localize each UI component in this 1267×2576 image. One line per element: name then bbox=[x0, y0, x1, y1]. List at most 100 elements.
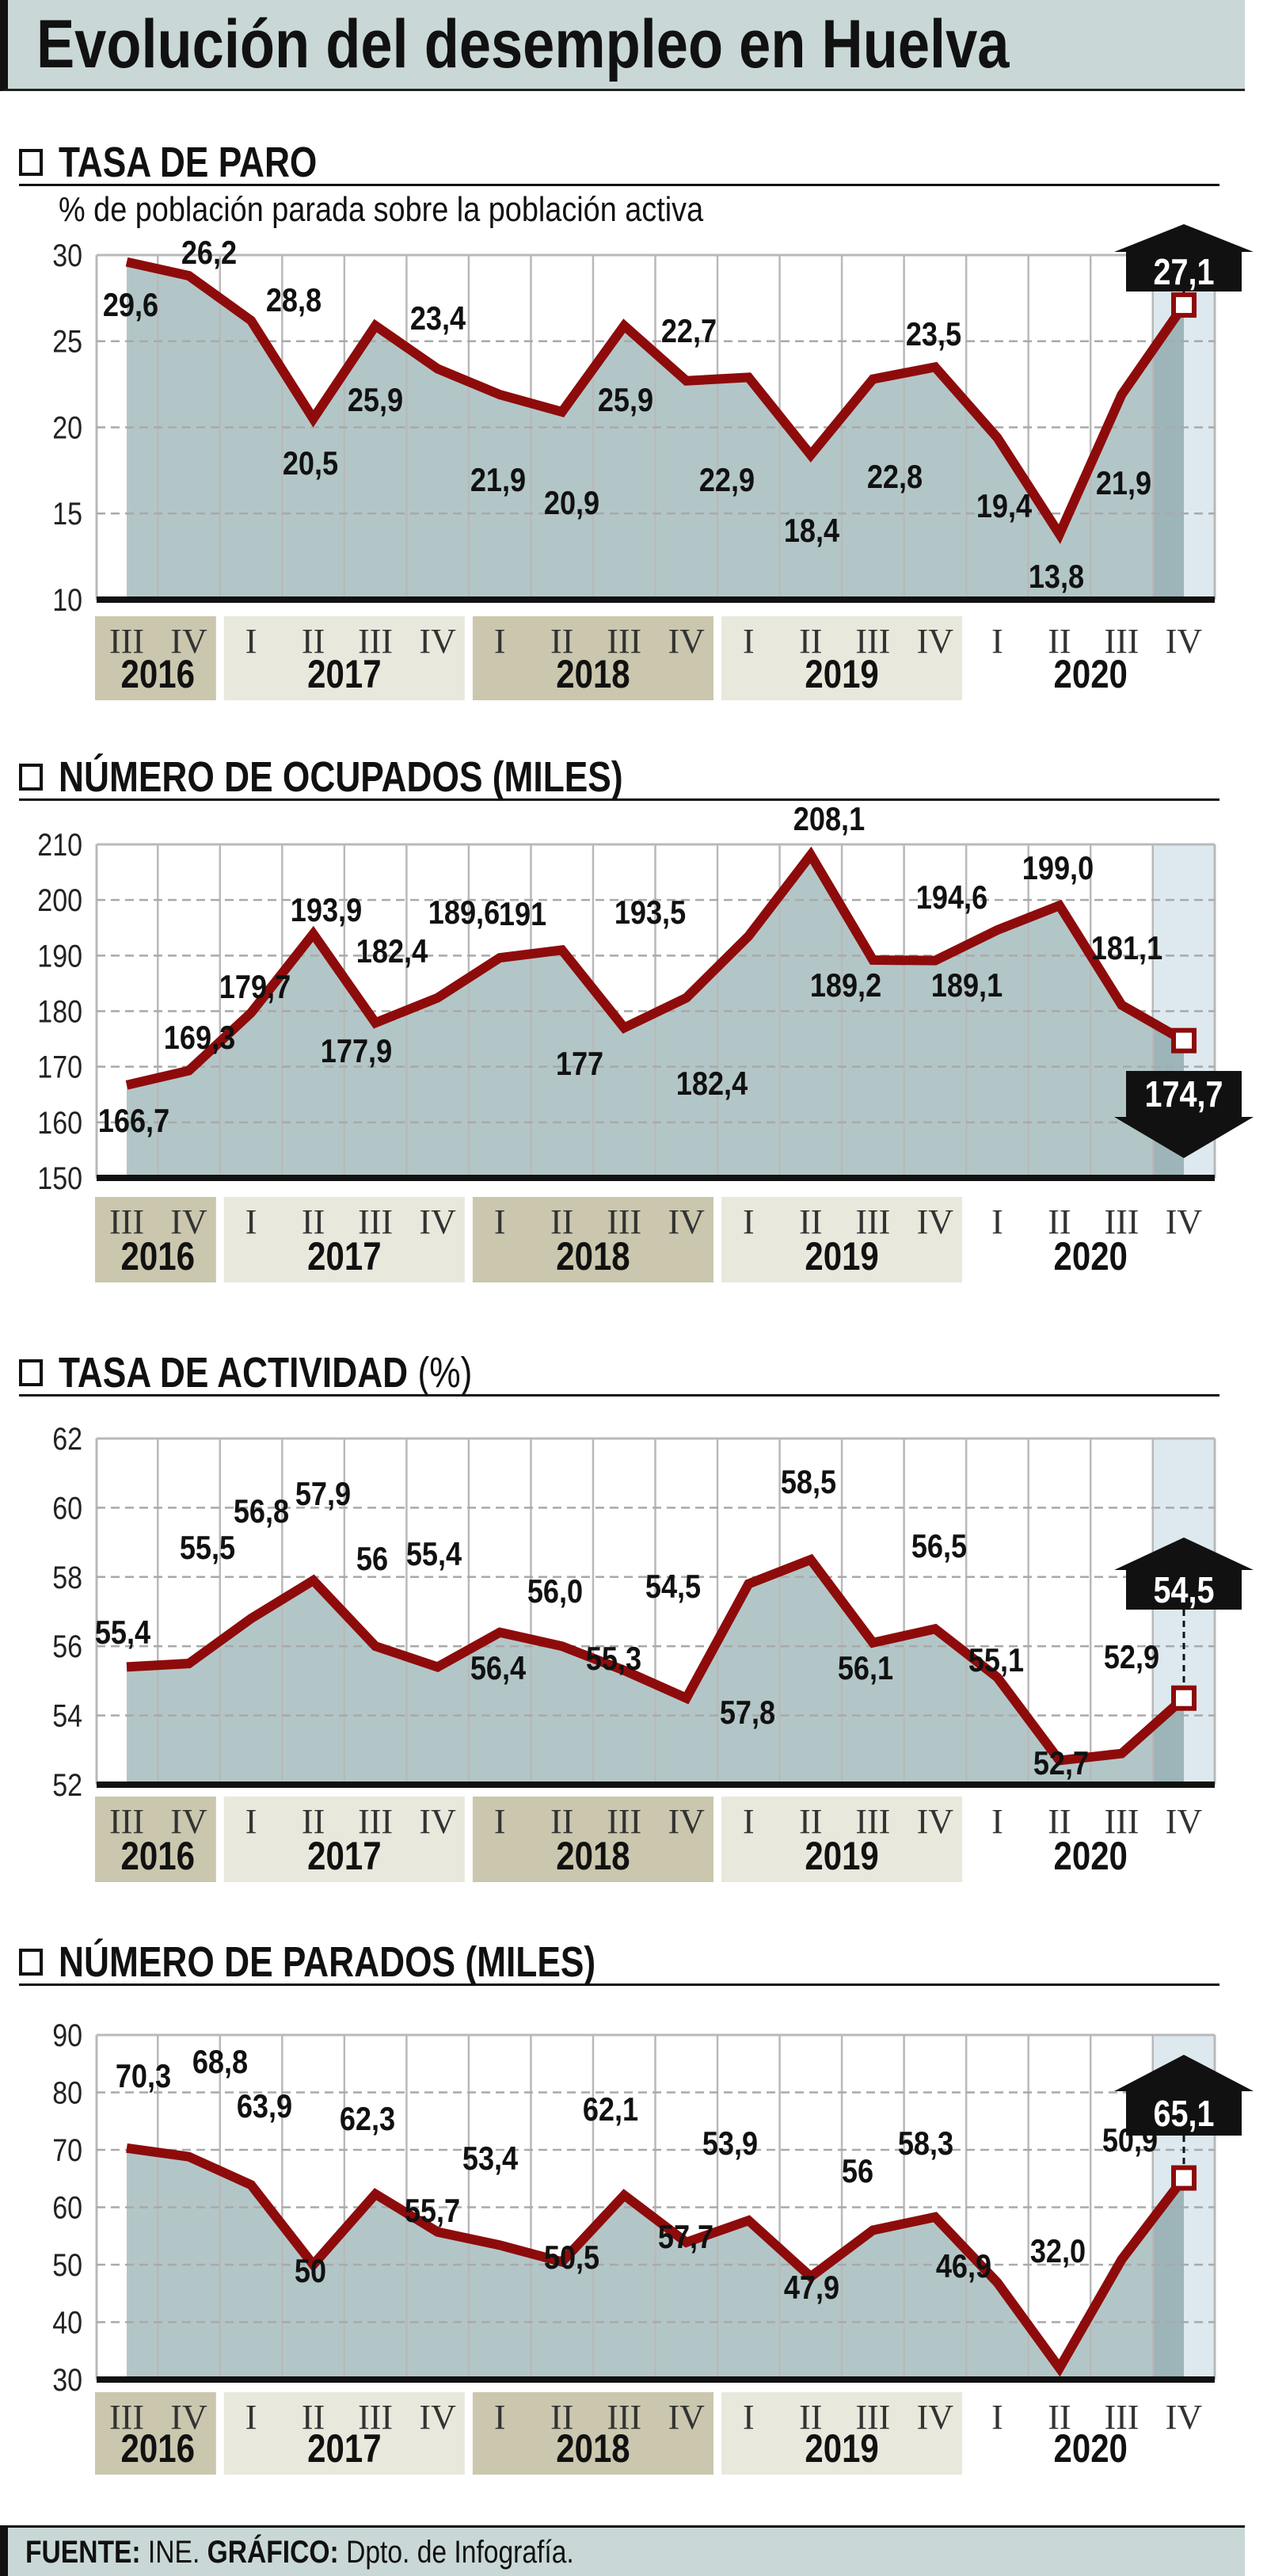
quarter-label: III bbox=[358, 1202, 393, 1241]
quarter-label: I bbox=[494, 1802, 506, 1841]
data-label: 52,9 bbox=[1104, 1640, 1159, 1676]
quarter-label: IV bbox=[1166, 622, 1203, 661]
square-icon bbox=[19, 149, 43, 176]
arrow-up-icon bbox=[1114, 2055, 1254, 2091]
quarter-label: III bbox=[109, 1202, 144, 1241]
data-label: 56,5 bbox=[911, 1529, 967, 1565]
data-label: 199,0 bbox=[1022, 851, 1094, 887]
data-label: 193,9 bbox=[291, 893, 362, 929]
year-label: 2019 bbox=[805, 652, 878, 696]
data-label: 70,3 bbox=[116, 2059, 171, 2095]
quarter-label: II bbox=[550, 1802, 573, 1841]
callout-box bbox=[1126, 2090, 1242, 2136]
y-tick-label: 50 bbox=[52, 2246, 82, 2282]
quarter-label: III bbox=[109, 1802, 144, 1841]
data-label: 55,4 bbox=[95, 1615, 150, 1652]
y-tick-label: 70 bbox=[52, 2132, 82, 2167]
last-point-marker bbox=[1171, 1685, 1197, 1711]
year-label: 2018 bbox=[556, 2426, 630, 2471]
data-label: 29,6 bbox=[103, 288, 158, 324]
year-label: 2018 bbox=[556, 652, 630, 696]
y-tick-label: 200 bbox=[37, 882, 82, 918]
y-tick-label: 40 bbox=[52, 2304, 82, 2340]
data-label: 23,4 bbox=[410, 301, 466, 337]
y-tick-label: 62 bbox=[52, 1420, 82, 1456]
quarter-label: IV bbox=[668, 2398, 706, 2437]
graphic-label: GRÁFICO: bbox=[207, 2535, 339, 2570]
quarter-label: II bbox=[799, 622, 822, 661]
quarter-label: IV bbox=[419, 1802, 456, 1841]
y-tick-label: 25 bbox=[52, 323, 82, 359]
quarter-label: II bbox=[799, 1802, 822, 1841]
year-band bbox=[95, 2392, 216, 2475]
quarter-label: IV bbox=[668, 622, 706, 661]
y-tick-label: 60 bbox=[52, 1490, 82, 1526]
quarter-label: III bbox=[358, 1802, 393, 1841]
chart-4: 30 40 50 60 70 80 90 70,3 68,8 63,9 50 62,3 55,753,4… bbox=[52, 2017, 1254, 2475]
series-line bbox=[125, 257, 1188, 544]
year-label: 2018 bbox=[556, 1234, 630, 1278]
quarter-label: I bbox=[743, 2398, 755, 2437]
data-label: 21,9 bbox=[1096, 466, 1151, 502]
callout-value: 54,5 bbox=[1154, 1570, 1215, 1610]
arrow-down-icon bbox=[1114, 1117, 1254, 1158]
data-label: 181,1 bbox=[1091, 931, 1162, 967]
series-line bbox=[126, 2143, 1188, 2377]
year-band bbox=[472, 1197, 714, 1282]
square-icon bbox=[19, 764, 43, 791]
section-header-tasa-paro: TASA DE PARO bbox=[19, 139, 1219, 186]
section-title: TASA DE PARO bbox=[59, 139, 318, 186]
year-label: 2016 bbox=[121, 2426, 195, 2471]
quarter-label: III bbox=[855, 1202, 890, 1241]
quarter-label: IV bbox=[668, 1802, 706, 1841]
data-label: 26,2 bbox=[181, 235, 237, 272]
data-label: 47,9 bbox=[784, 2270, 839, 2307]
data-label: 58,5 bbox=[781, 1465, 836, 1501]
data-label: 55,5 bbox=[180, 1530, 235, 1567]
year-label: 2016 bbox=[121, 1234, 195, 1278]
quarter-label: I bbox=[245, 2398, 257, 2437]
year-band bbox=[472, 1797, 714, 1882]
quarter-label: IV bbox=[668, 1202, 706, 1241]
data-label: 55,7 bbox=[405, 2193, 460, 2230]
data-label: 19,4 bbox=[976, 489, 1032, 525]
quarter-label: III bbox=[855, 622, 890, 661]
data-label: 62,1 bbox=[583, 2092, 638, 2128]
data-label: 20,9 bbox=[544, 486, 599, 522]
data-label: 57,7 bbox=[658, 2220, 713, 2256]
quarter-label: II bbox=[302, 622, 325, 661]
data-label: 25,9 bbox=[598, 383, 653, 419]
year-band bbox=[223, 1197, 465, 1282]
data-label: 177 bbox=[556, 1046, 603, 1083]
data-label: 166,7 bbox=[98, 1103, 169, 1140]
y-tick-label: 60 bbox=[52, 2189, 82, 2225]
quarter-label: I bbox=[494, 622, 506, 661]
data-label: 63,9 bbox=[237, 2089, 292, 2125]
year-band bbox=[721, 616, 963, 700]
source-value: INE. bbox=[140, 2535, 207, 2570]
quarter-label: I bbox=[743, 1802, 755, 1841]
year-label: 2019 bbox=[805, 2426, 878, 2471]
title-bar: Evolución del desempleo en Huelva bbox=[0, 0, 1245, 91]
callout-value: 174,7 bbox=[1145, 1074, 1223, 1115]
data-label: 52,7 bbox=[1033, 1746, 1089, 1782]
year-label: 2017 bbox=[307, 652, 381, 696]
quarter-label: IV bbox=[419, 2398, 456, 2437]
quarter-label: III bbox=[855, 1802, 890, 1841]
section-title: NÚMERO DE OCUPADOS (MILES) bbox=[59, 753, 623, 801]
y-tick-label: 54 bbox=[52, 1698, 82, 1733]
quarter-label: IV bbox=[917, 2398, 954, 2437]
data-label: 58,3 bbox=[898, 2126, 953, 2163]
data-label: 55,3 bbox=[586, 1641, 641, 1678]
quarter-label: II bbox=[799, 2398, 822, 2437]
quarter-label: IV bbox=[1166, 2398, 1203, 2437]
data-label: 18,4 bbox=[784, 513, 839, 550]
data-label: 21,9 bbox=[470, 463, 526, 499]
y-tick-label: 15 bbox=[52, 496, 82, 532]
year-band bbox=[472, 2392, 714, 2475]
data-label: 68,8 bbox=[192, 2044, 248, 2081]
data-label: 55,4 bbox=[406, 1537, 462, 1573]
section-title-suffix: (%) bbox=[408, 1349, 473, 1397]
last-point-marker bbox=[1171, 2165, 1197, 2191]
year-label: 2018 bbox=[556, 1834, 630, 1878]
